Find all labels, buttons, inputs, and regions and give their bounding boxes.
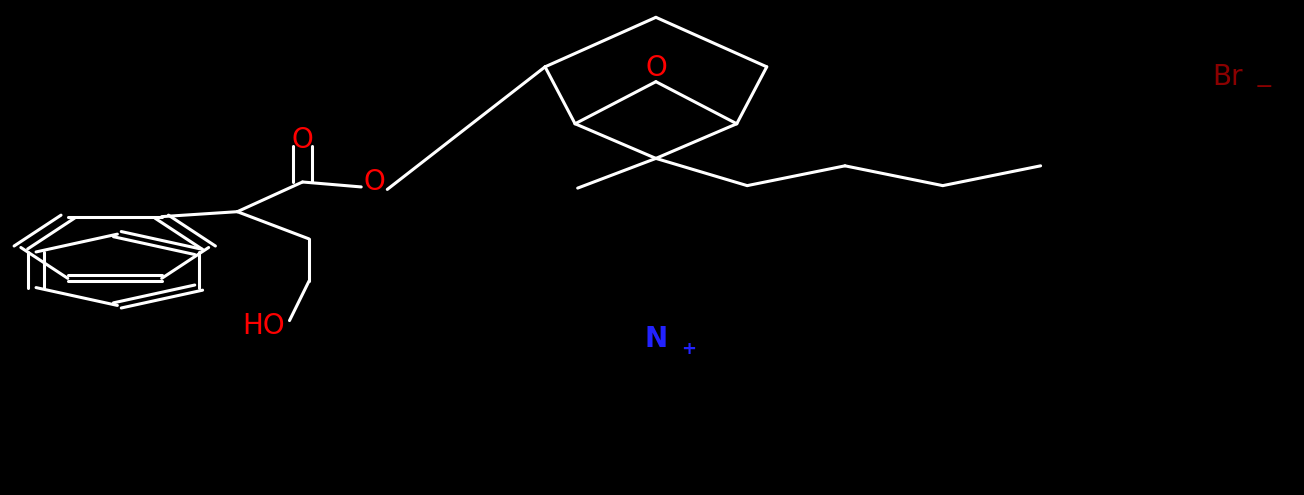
Text: HO: HO — [243, 311, 284, 340]
Text: Br: Br — [1213, 63, 1243, 91]
Text: O: O — [645, 54, 666, 82]
Text: O: O — [364, 168, 385, 196]
Text: −: − — [1254, 77, 1273, 97]
Text: +: + — [681, 340, 696, 358]
Text: N: N — [644, 325, 668, 353]
Text: O: O — [292, 126, 313, 154]
